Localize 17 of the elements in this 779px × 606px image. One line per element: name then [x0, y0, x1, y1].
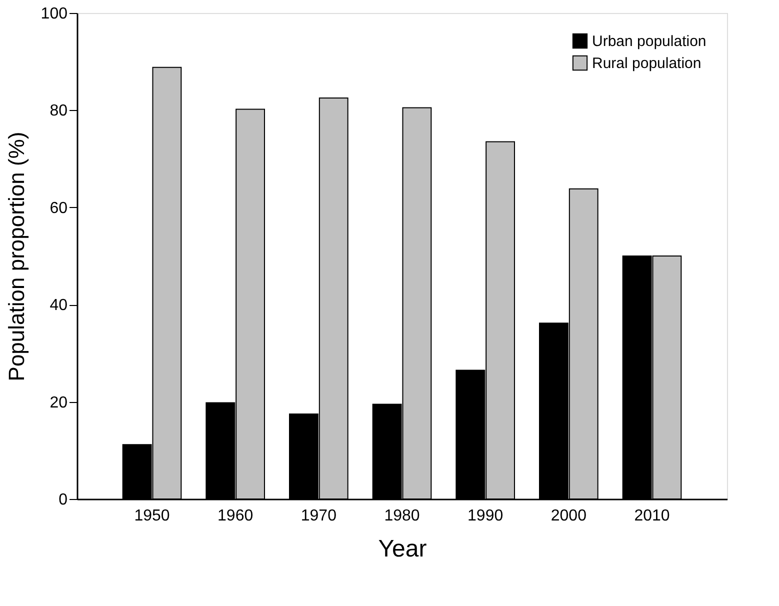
y-tick-label: 40: [50, 297, 68, 314]
x-tick-label: 1980: [384, 508, 420, 524]
legend-label: Rural population: [592, 55, 702, 72]
y-tick-label: 0: [58, 492, 68, 508]
y-tick-label: 20: [50, 394, 68, 412]
x-tick-label: 1990: [468, 508, 504, 524]
x-tick-label: 1950: [134, 508, 170, 524]
x-tick-label: 2000: [550, 508, 587, 524]
legend-label: Urban population: [592, 33, 706, 50]
x-axis-title: Year: [378, 536, 427, 562]
y-tick-label: 100: [40, 6, 68, 22]
y-axis-title: Population proportion (%): [4, 132, 29, 382]
x-tick-label: 1970: [300, 508, 337, 524]
x-tick-label: 1960: [218, 508, 254, 524]
y-tick-label: 80: [50, 102, 68, 120]
x-tick-label: 2010: [634, 508, 670, 524]
y-tick-label: 60: [50, 200, 68, 217]
